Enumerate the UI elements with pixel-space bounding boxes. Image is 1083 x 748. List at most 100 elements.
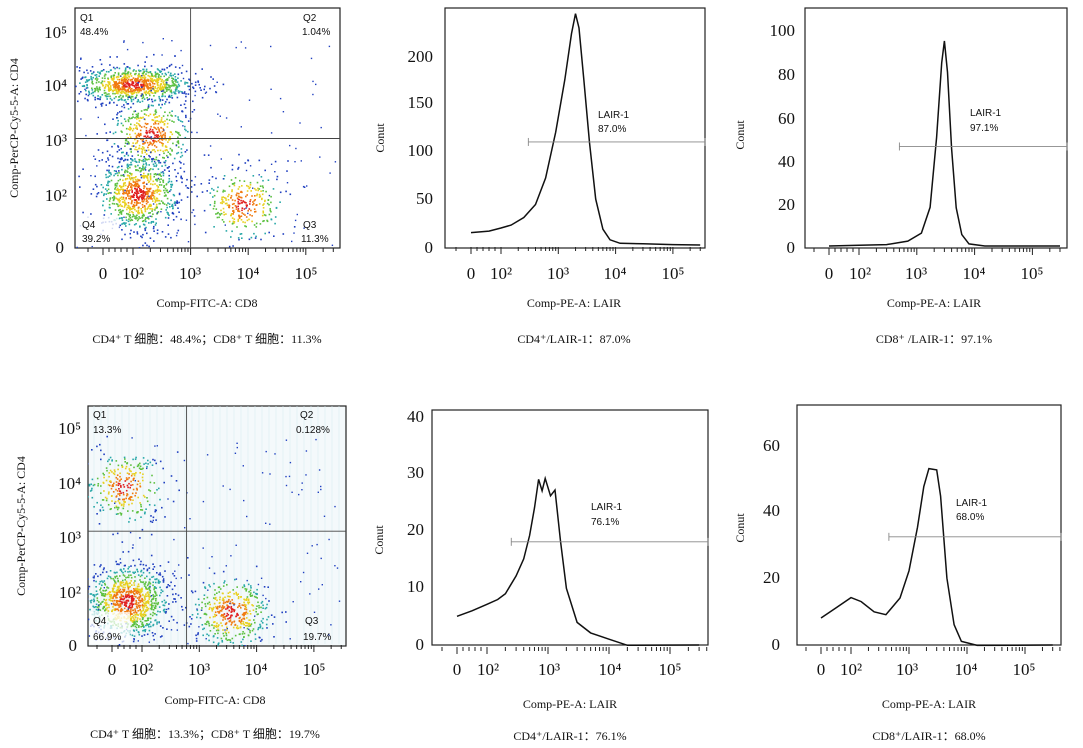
scatter-point — [225, 117, 228, 119]
scatter-point — [249, 214, 251, 216]
scatter-point — [246, 624, 248, 627]
scatter-point — [144, 602, 146, 605]
scatter-point — [148, 245, 150, 248]
scatter-point — [95, 586, 97, 588]
scatter-point — [157, 581, 160, 584]
scatter-point — [142, 614, 145, 616]
scatter-point — [127, 165, 130, 168]
scatter-point — [186, 149, 188, 151]
x-tick-label: 10² — [849, 264, 871, 283]
scatter-point — [124, 582, 127, 584]
scatter-point — [126, 93, 128, 96]
scatter-point — [120, 601, 123, 603]
scatter-point — [167, 151, 170, 153]
scatter-point — [142, 618, 144, 620]
scatter-point — [146, 608, 149, 611]
scatter-point — [254, 615, 256, 617]
scatter-point — [118, 172, 120, 174]
scatter-point — [245, 606, 247, 609]
scatter-point — [108, 472, 111, 474]
scatter-point — [237, 593, 239, 595]
scatter-point — [115, 96, 117, 98]
scatter-point — [109, 463, 111, 466]
scatter-point — [143, 98, 146, 100]
y-axis-label: Conut — [372, 525, 386, 555]
scatter-point — [206, 596, 209, 599]
scatter-point — [107, 77, 109, 80]
scatter-point — [132, 184, 135, 187]
scatter-point — [132, 179, 134, 181]
panel-caption: CD4⁺/LAIR-1：87.0% — [517, 332, 630, 346]
scatter-point — [132, 81, 135, 84]
scatter-point — [156, 131, 159, 133]
scatter-point — [222, 632, 225, 635]
scatter-point — [221, 200, 224, 203]
scatter-point — [142, 457, 145, 459]
scatter-point — [122, 584, 125, 586]
scatter-point — [142, 165, 144, 167]
scatter-point — [118, 161, 121, 163]
scatter-point — [91, 89, 94, 91]
scatter-point — [248, 601, 251, 604]
scatter-point — [132, 592, 135, 595]
scatter-point — [134, 519, 136, 521]
scatter-point — [93, 87, 96, 90]
scatter-point — [146, 232, 148, 235]
scatter-point — [221, 199, 224, 201]
scatter-point — [181, 64, 184, 67]
scatter-point — [124, 593, 127, 596]
scatter-point — [79, 641, 81, 643]
scatter-point — [132, 625, 134, 627]
scatter-point — [95, 606, 97, 608]
scatter-point — [122, 196, 125, 199]
scatter-point — [129, 148, 132, 150]
scatter-point — [175, 90, 177, 92]
scatter-point — [261, 185, 264, 187]
scatter-point — [154, 75, 156, 77]
scatter-point — [253, 208, 256, 210]
scatter-point — [236, 627, 239, 630]
scatter-point — [142, 138, 145, 141]
scatter-point — [140, 610, 143, 612]
scatter-point — [161, 600, 163, 603]
scatter-point — [153, 504, 156, 507]
scatter-point — [176, 131, 178, 134]
scatter-point — [171, 203, 174, 206]
scatter-point — [130, 123, 132, 126]
scatter-point — [153, 240, 155, 242]
scatter-point — [181, 92, 184, 94]
scatter-point — [129, 67, 131, 70]
scatter-point — [122, 591, 124, 594]
scatter-point — [204, 231, 207, 234]
scatter-point — [154, 79, 156, 82]
scatter-point — [114, 131, 117, 134]
scatter-point — [163, 611, 166, 613]
scatter-point — [108, 175, 111, 177]
scatter-point — [103, 587, 105, 589]
scatter-point — [212, 635, 215, 638]
scatter-point — [114, 502, 116, 504]
scatter-point — [139, 70, 142, 72]
scatter-point — [99, 73, 102, 75]
scatter-point — [136, 141, 138, 144]
scatter-point — [281, 611, 283, 614]
scatter-point — [201, 191, 204, 193]
scatter-point — [229, 602, 231, 605]
scatter-point — [286, 170, 288, 172]
scatter-point — [131, 93, 133, 95]
scatter-point — [135, 620, 137, 623]
scatter-point — [119, 82, 121, 84]
scatter-point — [113, 191, 116, 194]
scatter-point — [218, 606, 221, 608]
scatter-point — [107, 184, 110, 187]
scatter-point — [164, 134, 166, 136]
scatter-point — [185, 114, 187, 117]
scatter-point — [219, 598, 221, 601]
scatter-point — [92, 484, 95, 487]
scatter-point — [260, 606, 262, 609]
scatter-point — [116, 478, 119, 480]
scatter-point — [195, 640, 198, 642]
scatter-point — [186, 82, 189, 84]
scatter-point — [127, 120, 130, 123]
scatter-point — [94, 90, 96, 92]
